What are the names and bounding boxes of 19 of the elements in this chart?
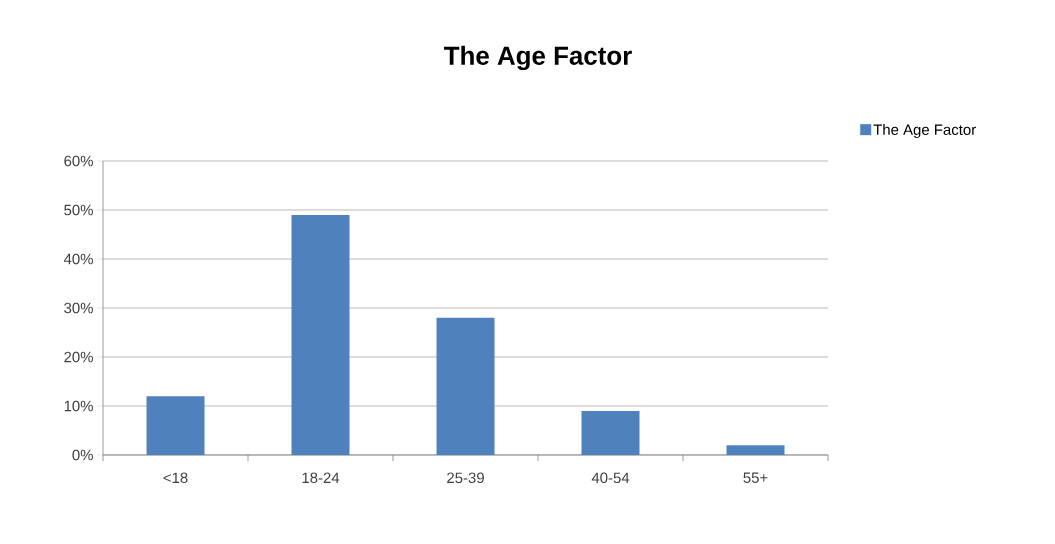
x-tick-label: 25-39 <box>447 472 484 484</box>
y-tick-label: 10% <box>64 400 93 412</box>
chart-title: The Age Factor <box>444 45 632 71</box>
legend-label: The Age Factor <box>873 124 976 138</box>
bar <box>291 214 350 455</box>
bar <box>146 396 205 455</box>
x-tick-label: <18 <box>163 472 188 484</box>
y-tick-label: 50% <box>64 204 93 216</box>
y-tick-label: 0% <box>72 449 93 461</box>
y-tick-label: 40% <box>63 253 93 265</box>
y-tick-label: 20% <box>64 351 93 363</box>
bar <box>726 445 785 455</box>
y-tick-label: 30% <box>64 302 93 314</box>
y-tick-label: 60% <box>64 155 93 167</box>
x-tick-label: 18-24 <box>302 472 340 484</box>
x-tick-label: 40-54 <box>591 472 630 484</box>
bar <box>581 410 640 455</box>
bar <box>436 317 495 455</box>
x-tick-label: 55+ <box>743 472 768 483</box>
